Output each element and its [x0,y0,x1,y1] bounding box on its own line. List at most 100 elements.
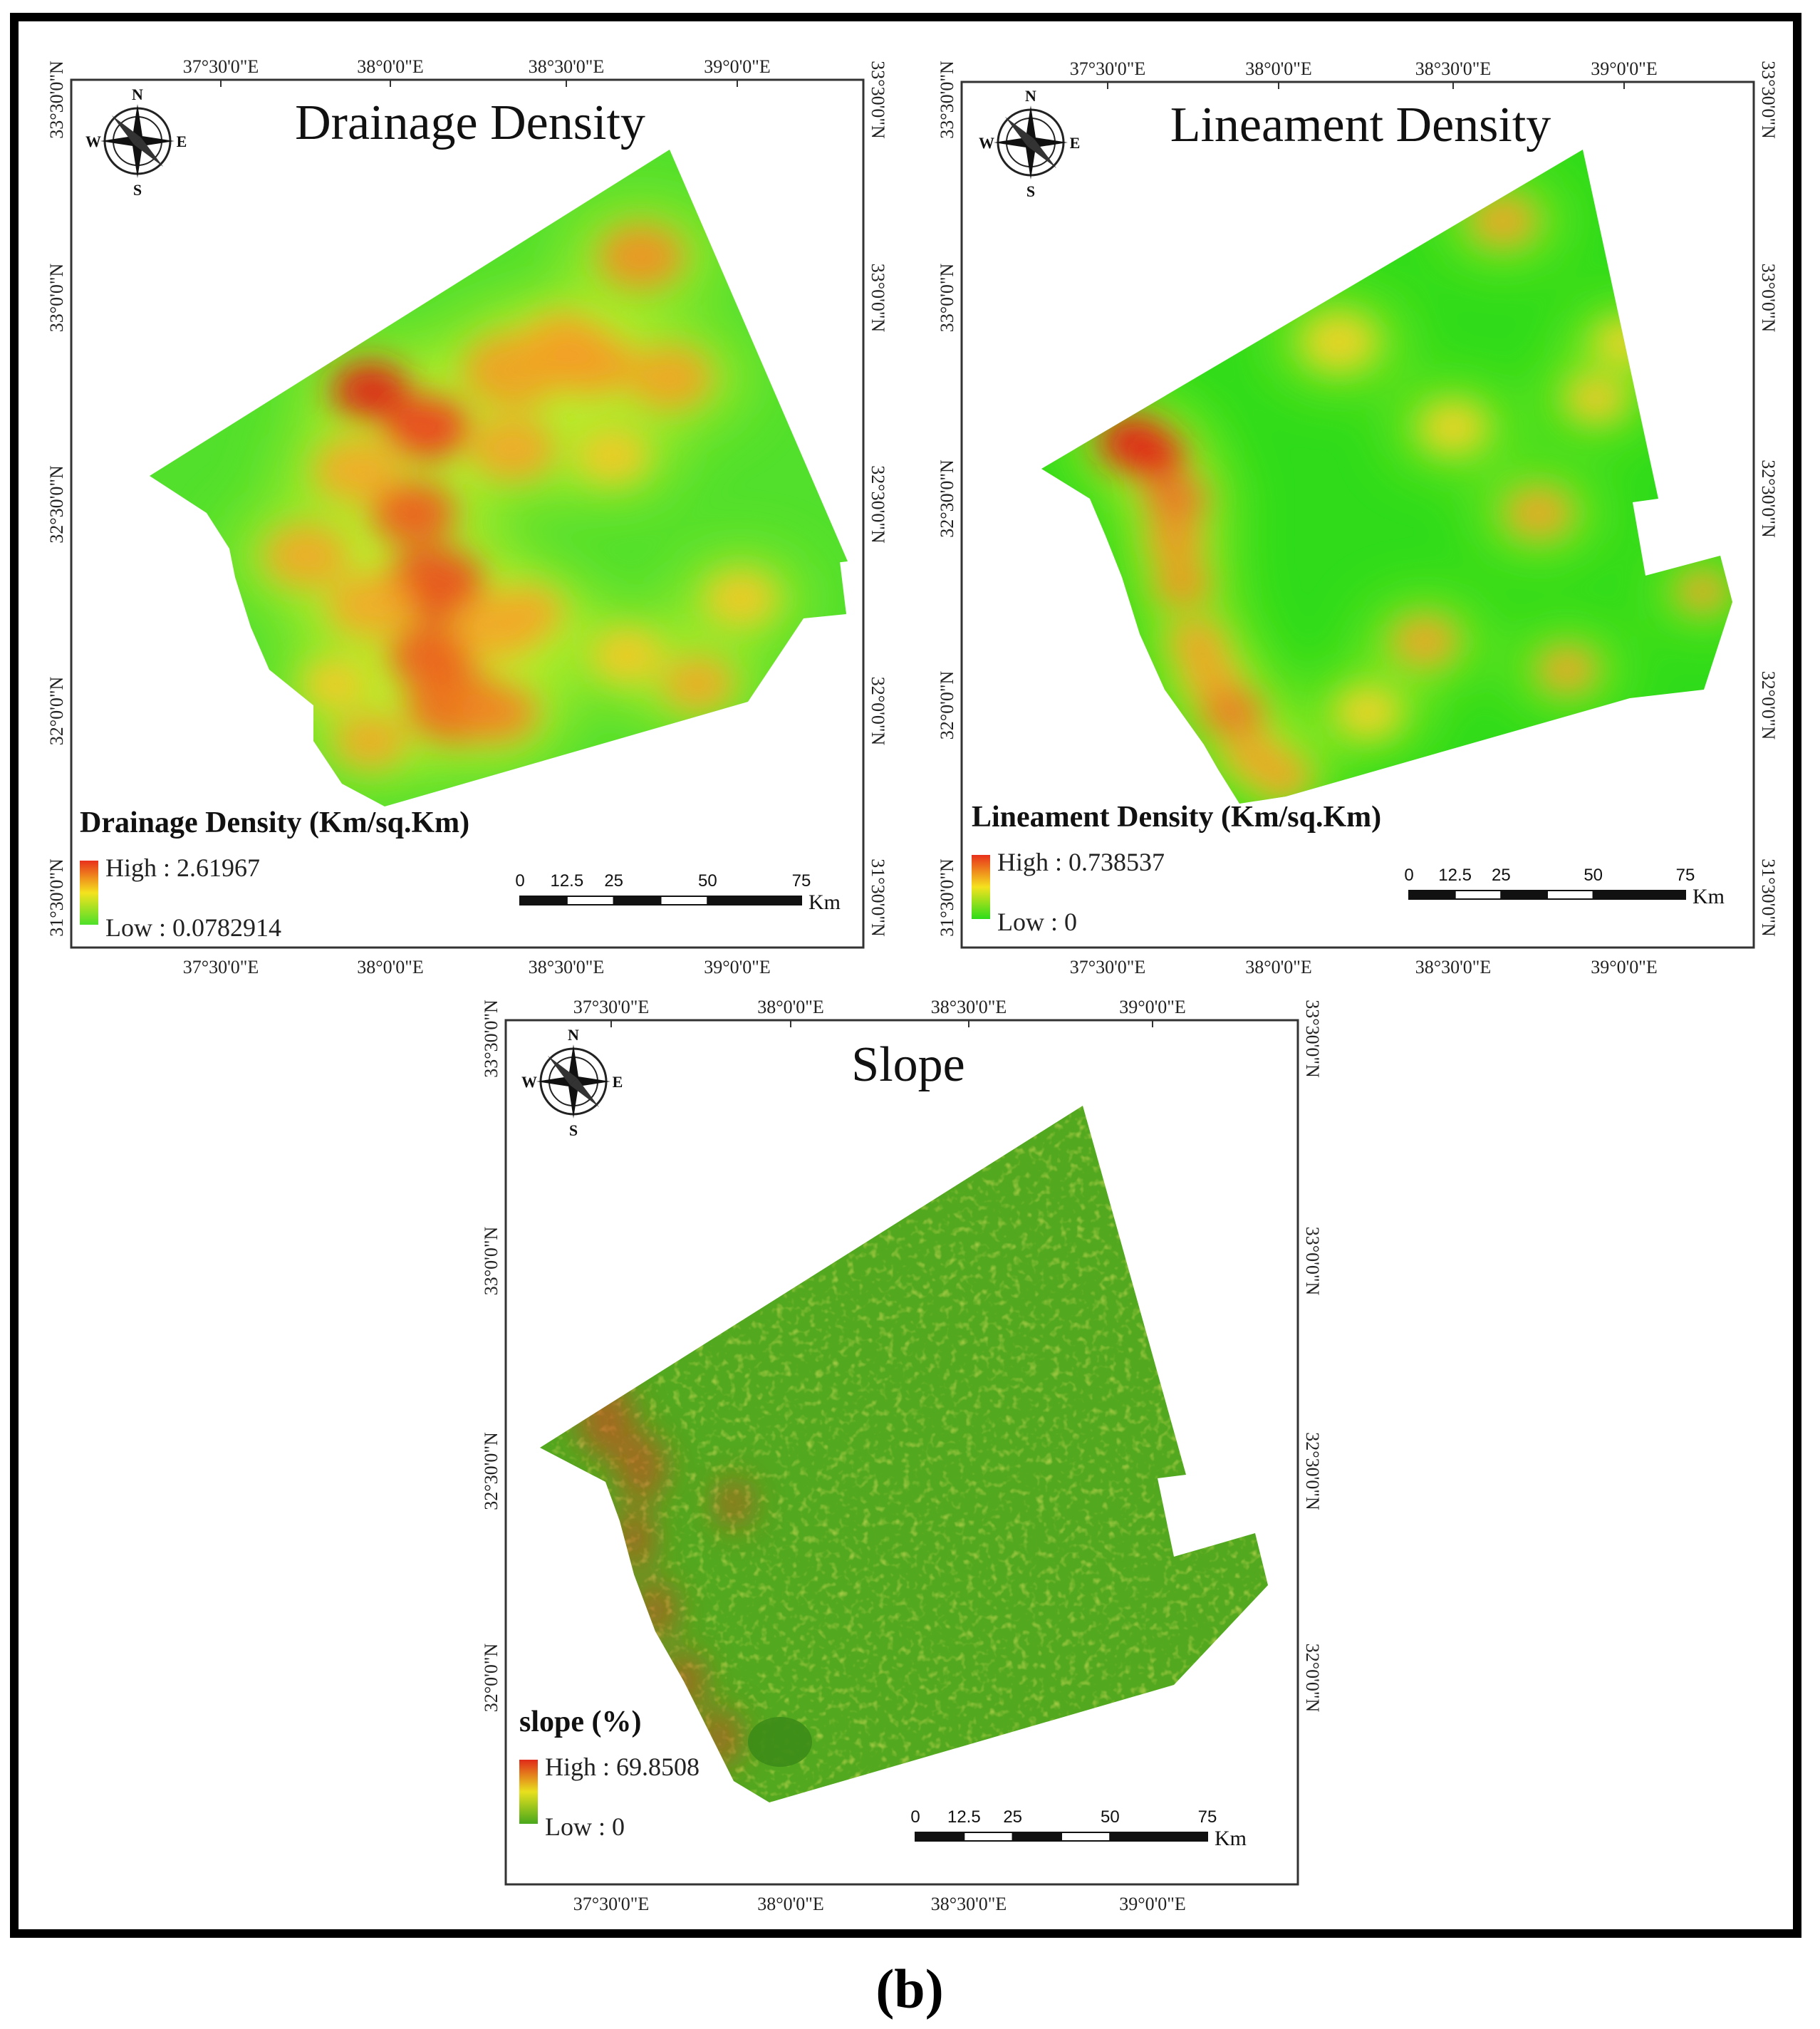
scale-tick-label: 0 [1404,866,1413,885]
scale-tick-label: 75 [1676,866,1695,885]
compass-s: S [1026,182,1035,200]
compass-point [1031,137,1068,148]
scale-segment [1012,1832,1062,1842]
scale-tick-label: 12.5 [1438,866,1472,885]
scale-unit: Km [1215,1827,1247,1850]
north-arrow-icon: N S E W [85,85,187,199]
lat-label-right: 32°30'0"N [1758,460,1779,538]
lon-label-bottom: 38°0'0"E [757,1894,824,1914]
map-title: Drainage Density [295,95,645,150]
compass-point [132,141,143,178]
density-hotspot [705,571,776,626]
lat-label-right: 33°30'0"N [1758,61,1779,139]
scale-segment [1592,890,1687,900]
raster-hotspots [264,224,776,768]
lat-label-left: 33°0'0"N [481,1227,501,1296]
scale-tick-label: 50 [1584,866,1603,885]
legend-low: Low : 0 [997,908,1077,936]
scale-segment [566,896,615,905]
scale-segment [1500,890,1548,900]
lat-label-right: 33°0'0"N [1302,1227,1323,1296]
legend-high: High : 2.61967 [105,853,260,882]
legend-high: High : 0.738537 [997,848,1165,876]
lat-label-right: 32°0'0"N [868,677,888,746]
lon-label-bottom: 39°0'0"E [1591,957,1658,977]
density-hotspot [459,683,538,742]
figure-label: (b) [875,1958,943,2020]
lat-label-right: 31°30'0"N [1758,858,1779,937]
map-title: Slope [851,1037,964,1092]
lat-label-right: 32°0'0"N [1758,671,1779,740]
compass-e: E [177,133,187,150]
north-arrow-icon: N S E W [979,87,1080,200]
lon-label-bottom: 39°0'0"E [1119,1894,1186,1914]
map-panel-lineament: Lineament Density 37°30'0"E 38°0'0"E 38°30'… [937,58,1779,977]
legend-color-ramp [972,855,990,919]
scale-unit: Km [1692,885,1725,908]
lat-label-left: 33°0'0"N [937,264,957,333]
compass-w: W [85,133,101,150]
density-hotspot [303,660,367,708]
density-hotspot [1168,620,1225,663]
scale-tick-label: 75 [1198,1807,1217,1827]
density-hotspot [1567,378,1624,420]
legend-title: Drainage Density (Km/sq.Km) [80,806,469,839]
compass-point [132,104,143,141]
lon-label-top: 38°0'0"E [1245,58,1312,79]
lat-label-left: 33°30'0"N [937,61,957,139]
density-hotspot [335,714,406,768]
lat-label-right: 33°30'0"N [1302,1000,1323,1078]
density-hotspot [577,429,648,483]
density-hotspot [1254,755,1311,798]
lat-label-left: 31°30'0"N [937,858,957,937]
lat-label-left: 32°30'0"N [937,460,957,538]
compass-point [568,1081,579,1119]
map-panel-slope: Slope 37°30'0"E 38°0'0"E 38°30'0"E 39°0'0"E 3… [481,997,1323,1914]
lat-label-left: 33°30'0"N [46,61,67,139]
compass-w: W [979,134,994,152]
density-hotspot [328,574,413,638]
density-hotspot [370,481,456,545]
scale-tick-label: 50 [698,871,717,891]
scale-tick-label: 12.5 [947,1807,981,1827]
density-hotspot [662,657,734,711]
lat-label-right: 32°30'0"N [868,465,888,544]
scale-tick-label: 50 [1101,1807,1120,1827]
lat-label-right: 33°0'0"N [1758,264,1779,333]
raster-hotspots [1097,197,1727,798]
scale-tick-label: 25 [1492,866,1511,885]
lon-label-bottom: 38°0'0"E [1245,957,1312,977]
compass-point [568,1044,579,1081]
compass-point [573,1076,610,1087]
density-hotspot [1471,197,1535,245]
lat-label-left: 33°30'0"N [481,1000,501,1078]
density-hotspot [492,586,563,640]
lat-label-left: 32°0'0"N [481,1644,501,1713]
density-hotspot [385,395,470,460]
compass-point [1025,142,1036,180]
compass-e: E [613,1073,623,1091]
compass-n: N [132,85,143,103]
density-hotspot [1147,520,1204,563]
density-hotspot [1678,572,1727,611]
scale-unit: Km [808,891,841,914]
lon-label-top: 38°30'0"E [1415,58,1492,79]
scale-segment [1408,890,1456,900]
density-hotspot [331,360,410,420]
lon-label-top: 38°0'0"E [357,56,424,77]
scale-segment [613,896,662,905]
compass-point [536,1076,573,1087]
scale-tick-label: 12.5 [550,871,583,891]
density-hotspot [591,628,662,683]
legend-color-ramp [80,861,98,925]
legend-color-ramp [519,1760,538,1824]
compass-point [100,135,137,147]
density-hotspot [598,224,684,289]
scale-segment [519,896,568,905]
legend-title: slope (%) [519,1706,642,1738]
density-hotspot [548,331,634,395]
density-hotspot [1421,403,1485,452]
